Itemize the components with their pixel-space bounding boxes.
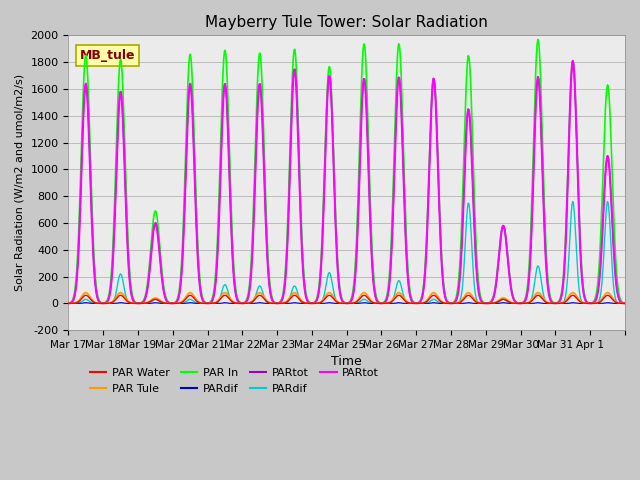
X-axis label: Time: Time [332, 355, 362, 369]
Y-axis label: Solar Radiation (W/m2 and umol/m2/s): Solar Radiation (W/m2 and umol/m2/s) [15, 74, 25, 291]
Title: Mayberry Tule Tower: Solar Radiation: Mayberry Tule Tower: Solar Radiation [205, 15, 488, 30]
Legend: PAR Water, PAR Tule, PAR In, PARdif, PARtot, PARdif, PARtot: PAR Water, PAR Tule, PAR In, PARdif, PAR… [85, 364, 383, 398]
Text: MB_tule: MB_tule [79, 49, 135, 62]
